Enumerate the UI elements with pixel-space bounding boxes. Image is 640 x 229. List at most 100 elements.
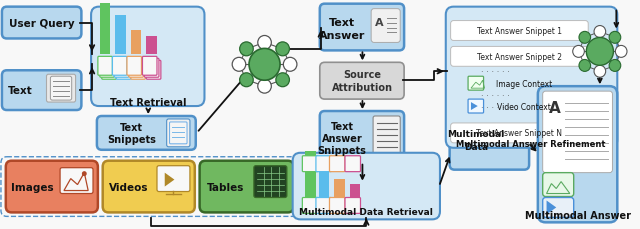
Text: · · · · · ·: · · · · · · [481, 91, 509, 100]
FancyBboxPatch shape [330, 198, 345, 213]
Text: Tables: Tables [207, 182, 244, 192]
Circle shape [609, 32, 621, 44]
Text: LLM: LLM [254, 60, 275, 69]
FancyBboxPatch shape [100, 59, 115, 78]
Text: · · · · · ·: · · · · · · [481, 68, 509, 76]
Text: Text: Text [329, 17, 355, 27]
Text: Images: Images [11, 182, 53, 192]
FancyBboxPatch shape [499, 120, 524, 140]
Text: Snippets: Snippets [317, 145, 367, 155]
Circle shape [82, 171, 87, 176]
FancyBboxPatch shape [543, 92, 612, 173]
Text: Videos: Videos [109, 182, 148, 192]
Bar [319, 163, 330, 199]
Text: Answer: Answer [322, 133, 362, 143]
Circle shape [284, 58, 297, 72]
FancyBboxPatch shape [157, 166, 190, 192]
FancyBboxPatch shape [2, 71, 81, 111]
Bar [350, 184, 360, 199]
Circle shape [249, 49, 280, 81]
Text: Snippets: Snippets [108, 134, 156, 144]
FancyBboxPatch shape [113, 57, 127, 76]
FancyBboxPatch shape [543, 198, 573, 217]
Text: Text: Text [331, 121, 353, 131]
Polygon shape [471, 103, 477, 111]
Text: Multimodal Answer: Multimodal Answer [525, 210, 630, 221]
FancyBboxPatch shape [451, 22, 588, 41]
FancyBboxPatch shape [166, 120, 190, 147]
FancyBboxPatch shape [468, 77, 484, 91]
Circle shape [594, 26, 605, 38]
FancyBboxPatch shape [115, 59, 129, 78]
FancyBboxPatch shape [320, 112, 404, 163]
Text: Multimodal Data Retrieval: Multimodal Data Retrieval [300, 207, 433, 216]
Circle shape [239, 74, 253, 87]
FancyBboxPatch shape [147, 61, 161, 80]
Text: Text Answer Snippet N: Text Answer Snippet N [476, 129, 563, 138]
Circle shape [573, 46, 584, 58]
FancyBboxPatch shape [170, 123, 187, 144]
Bar [147, 37, 157, 55]
Text: · · · · · ·: · · · · · · [481, 103, 509, 112]
FancyBboxPatch shape [451, 123, 588, 143]
Text: LLM: LLM [591, 48, 609, 57]
FancyBboxPatch shape [102, 161, 195, 213]
FancyBboxPatch shape [131, 61, 145, 80]
FancyBboxPatch shape [254, 166, 287, 198]
FancyBboxPatch shape [446, 8, 618, 148]
FancyBboxPatch shape [451, 47, 588, 67]
Text: Text Retrieval: Text Retrieval [110, 98, 186, 108]
FancyBboxPatch shape [60, 168, 93, 194]
Bar [100, 4, 111, 55]
FancyBboxPatch shape [91, 8, 204, 106]
FancyBboxPatch shape [320, 5, 404, 51]
Bar [131, 30, 141, 55]
FancyBboxPatch shape [98, 57, 113, 76]
Bar [305, 151, 316, 199]
FancyBboxPatch shape [450, 117, 529, 170]
FancyBboxPatch shape [330, 156, 345, 172]
Circle shape [276, 74, 289, 87]
Circle shape [579, 32, 591, 44]
Text: A: A [549, 100, 561, 115]
Polygon shape [547, 201, 556, 214]
Circle shape [232, 58, 246, 72]
Text: Multimodal: Multimodal [447, 130, 504, 139]
FancyBboxPatch shape [543, 173, 573, 197]
FancyBboxPatch shape [129, 59, 143, 78]
FancyBboxPatch shape [316, 156, 332, 172]
FancyBboxPatch shape [102, 61, 116, 80]
FancyBboxPatch shape [97, 117, 196, 150]
Text: Attribution: Attribution [332, 83, 393, 93]
Circle shape [579, 60, 591, 72]
FancyBboxPatch shape [320, 63, 404, 100]
FancyBboxPatch shape [51, 77, 72, 101]
FancyBboxPatch shape [373, 117, 400, 156]
FancyBboxPatch shape [145, 59, 159, 78]
Circle shape [258, 36, 271, 50]
Circle shape [239, 43, 253, 57]
Circle shape [616, 46, 627, 58]
Circle shape [276, 43, 289, 57]
FancyBboxPatch shape [200, 161, 294, 213]
FancyBboxPatch shape [468, 100, 484, 114]
Polygon shape [164, 173, 175, 187]
FancyBboxPatch shape [316, 198, 332, 213]
FancyBboxPatch shape [371, 10, 400, 43]
Text: Text: Text [120, 122, 143, 132]
FancyBboxPatch shape [292, 153, 440, 219]
Text: User Query: User Query [9, 19, 74, 28]
FancyBboxPatch shape [143, 57, 157, 76]
Text: Source: Source [344, 70, 381, 80]
Bar [334, 179, 345, 199]
Text: Multimodal Answer Refinement: Multimodal Answer Refinement [456, 140, 606, 149]
Circle shape [586, 38, 613, 66]
FancyBboxPatch shape [47, 75, 76, 103]
Circle shape [609, 60, 621, 72]
FancyBboxPatch shape [302, 198, 318, 213]
Circle shape [594, 66, 605, 78]
Bar [115, 16, 126, 55]
Text: Text: Text [8, 86, 33, 96]
Text: A: A [374, 17, 383, 27]
Text: Image Context: Image Context [496, 79, 552, 88]
